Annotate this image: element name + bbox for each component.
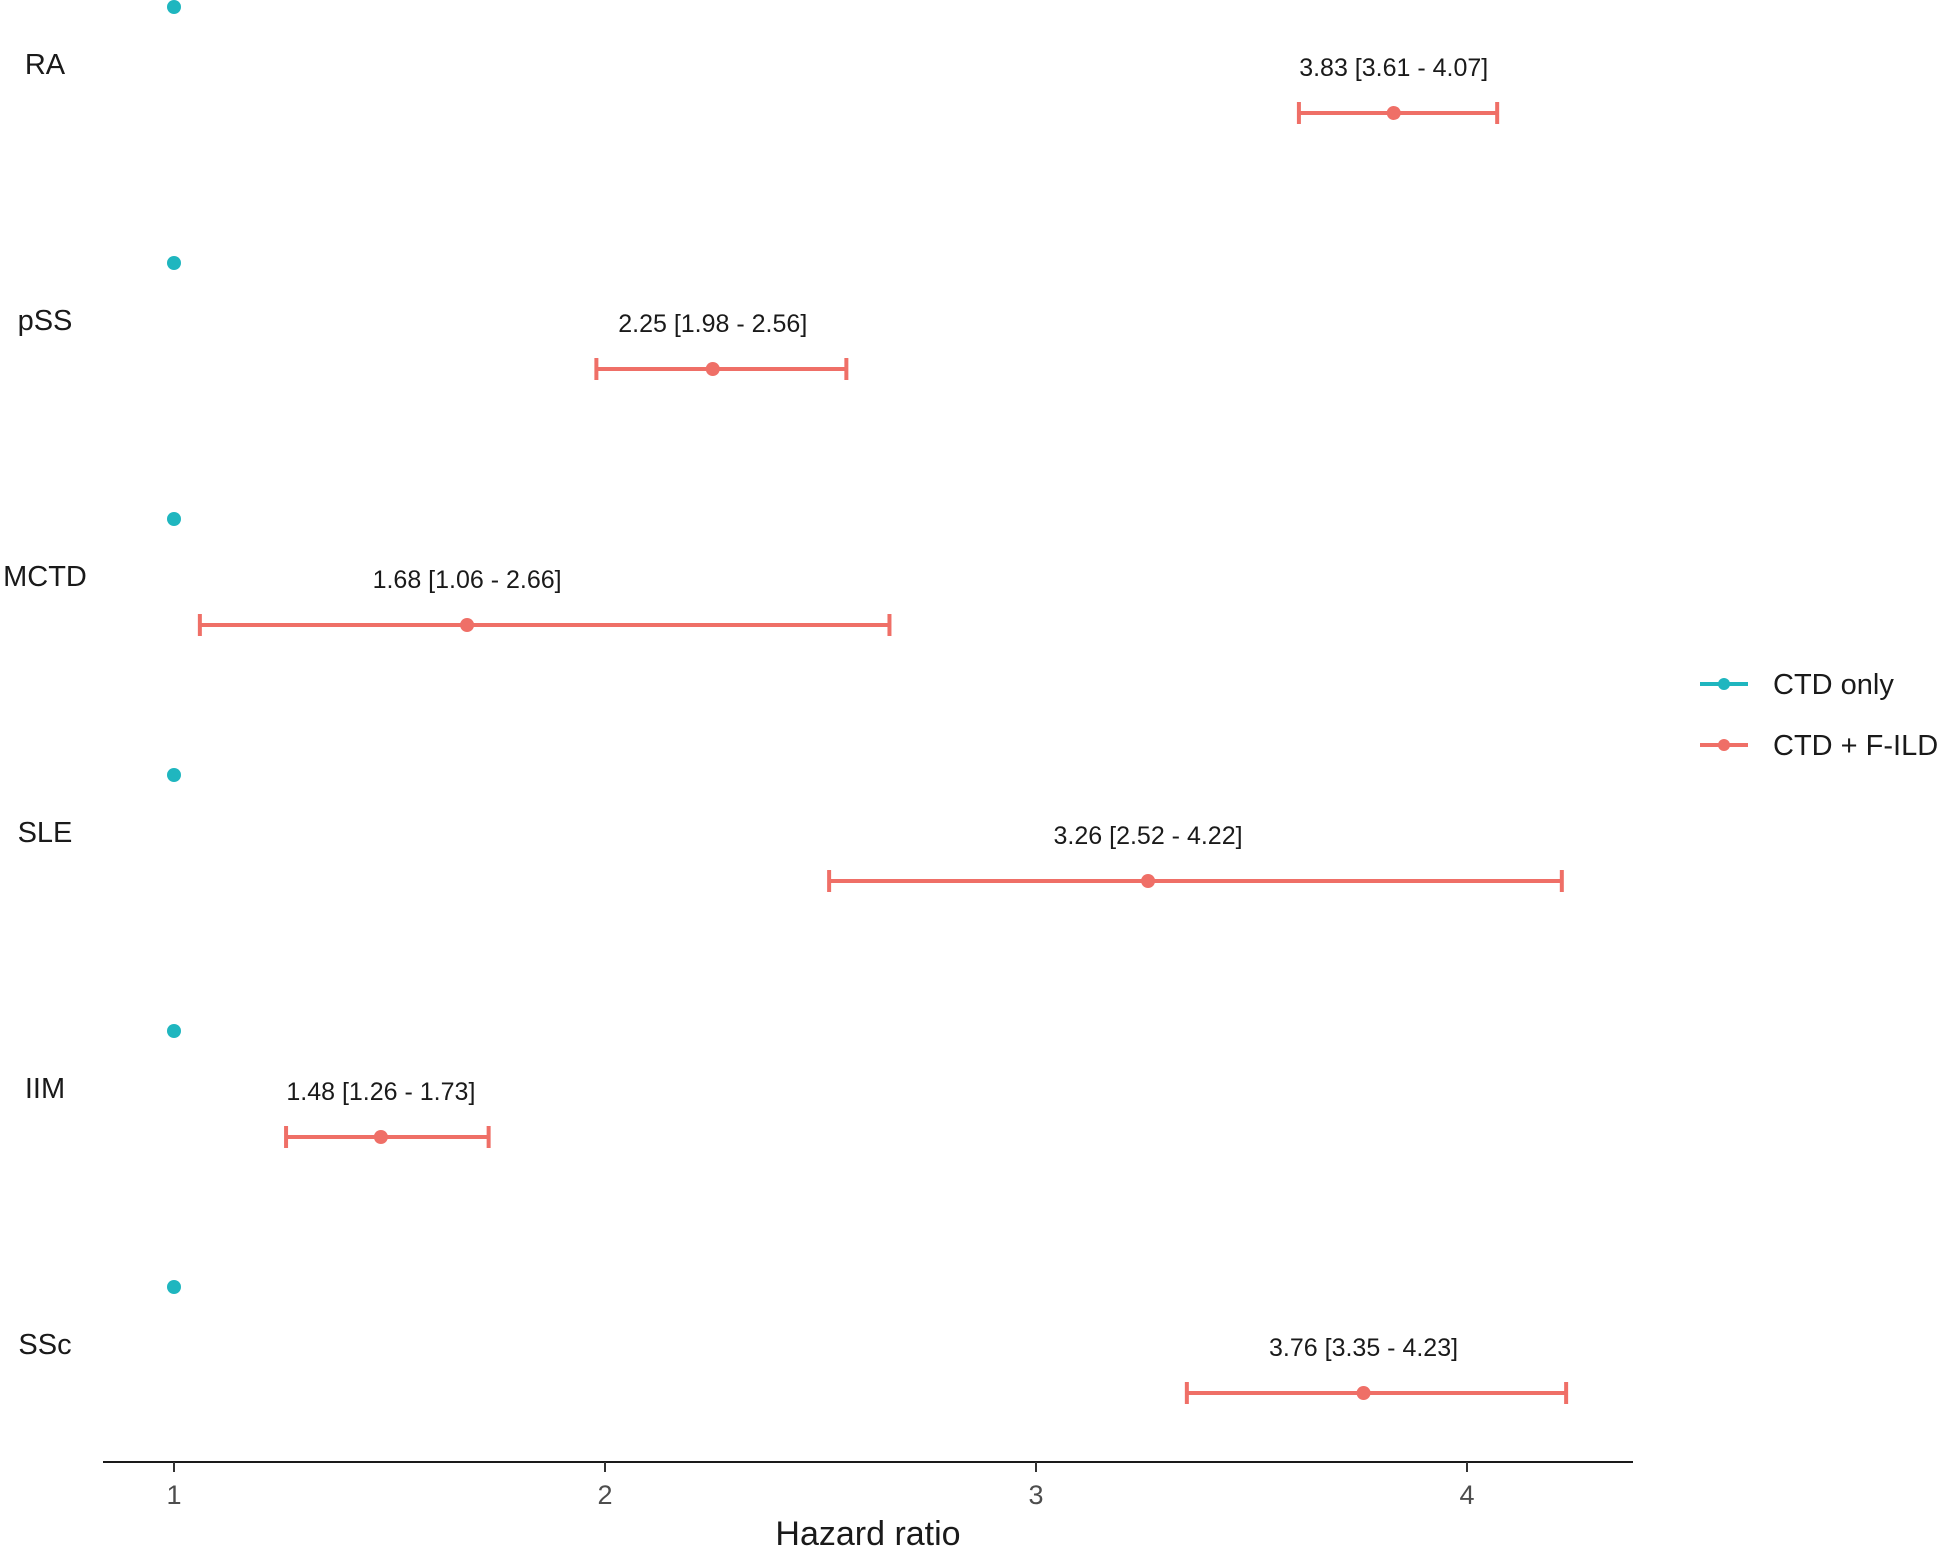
x-axis: 1 2 3 4 Hazard ratio	[103, 1461, 1633, 1553]
category-label: IIM	[25, 1073, 65, 1105]
ctd-only-point	[167, 1024, 181, 1038]
ci-errorbar	[827, 870, 1564, 892]
hr-annotation: 1.48 [1.26 - 1.73]	[286, 1078, 475, 1106]
category-label: RA	[25, 49, 66, 81]
ctd-only-point	[167, 512, 181, 526]
category-label: pSS	[18, 305, 73, 337]
x-axis-title: Hazard ratio	[775, 1515, 960, 1553]
ctd-fild-point	[373, 1130, 388, 1144]
legend-key-point	[1718, 739, 1730, 751]
ctd-fild-point	[1356, 1386, 1371, 1400]
x-axis-ticks: 1 2 3 4	[166, 1462, 1475, 1510]
legend-item: CTD + F-ILD	[1700, 730, 1938, 762]
ctd-fild-point	[705, 362, 720, 376]
hr-annotation: 2.25 [1.98 - 2.56]	[618, 310, 807, 338]
category-label: SSc	[18, 1329, 71, 1361]
hr-annotation: 3.83 [3.61 - 4.07]	[1299, 54, 1488, 82]
ctd-only-point	[167, 768, 181, 782]
ci-errorbar	[594, 358, 849, 380]
hr-annotation: 1.68 [1.06 - 2.66]	[373, 566, 562, 594]
hr-annotation: 3.26 [2.52 - 4.22]	[1054, 822, 1243, 850]
x-tick-label: 2	[597, 1480, 612, 1510]
ctd-fild-point	[1386, 106, 1401, 120]
plot-marks: RA 3.83 [3.61 - 4.07] pSS 2.25 [1.98 - 2.56…	[3, 0, 1569, 1404]
ctd-only-point	[167, 0, 181, 14]
legend-item: CTD only	[1700, 669, 1894, 701]
category-label: MCTD	[3, 561, 87, 593]
ctd-only-point	[167, 256, 181, 270]
legend-key-point	[1718, 678, 1730, 690]
ci-errorbar	[284, 1126, 491, 1148]
ctd-only-point	[167, 1280, 181, 1294]
ctd-fild-point	[460, 618, 475, 632]
legend-label: CTD only	[1773, 669, 1894, 701]
legend-label: CTD + F-ILD	[1773, 730, 1938, 762]
x-tick-label: 1	[166, 1480, 181, 1510]
ctd-fild-point	[1141, 874, 1156, 888]
x-tick-label: 3	[1028, 1480, 1043, 1510]
hr-annotation: 3.76 [3.35 - 4.23]	[1269, 1334, 1458, 1362]
x-tick-label: 4	[1459, 1480, 1474, 1510]
ci-errorbar	[197, 614, 892, 636]
ci-errorbar	[1296, 102, 1500, 124]
ci-errorbar	[1184, 1382, 1569, 1404]
legend: CTD only CTD + F-ILD	[1700, 669, 1938, 762]
category-label: SLE	[18, 817, 73, 849]
